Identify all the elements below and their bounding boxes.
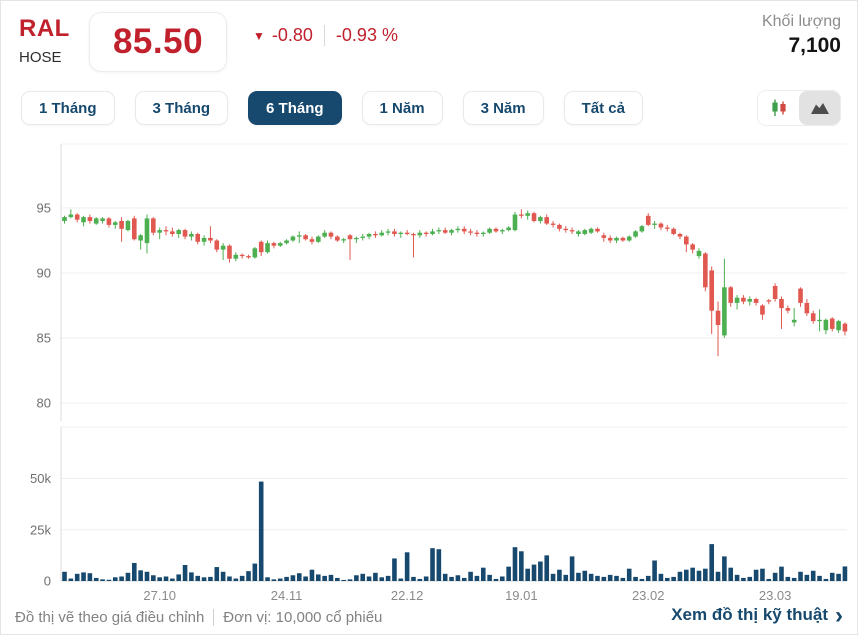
tab-6-thang[interactable]: 6 Tháng <box>248 91 342 125</box>
price-box: 85.50 <box>89 12 227 72</box>
candles <box>62 209 848 357</box>
technical-chart-link-label: Xem đồ thị kỹ thuật <box>671 605 828 624</box>
date-label: 19.01 <box>505 588 538 603</box>
volume-axis-label: 0 <box>44 574 51 589</box>
ticker-symbol: RAL <box>19 15 70 42</box>
price-axis-label: 80 <box>37 396 51 411</box>
date-label: 27.10 <box>143 588 176 603</box>
volume-value: 7,100 <box>788 34 841 57</box>
tab-3-thang[interactable]: 3 Tháng <box>134 91 229 125</box>
date-label: 22.12 <box>391 588 424 603</box>
period-tabs: 1 Tháng 3 Tháng 6 Tháng 1 Năm 3 Năm Tất … <box>21 91 643 125</box>
chart-canvas[interactable]: 95 90 85 80 50k 25k 0 27.10 24.11 22.12 19.01 23.02… <box>1 1 858 606</box>
chart-note-right: Đơn vị: 10,000 cổ phiếu <box>223 609 383 626</box>
tab-tat-ca[interactable]: Tất cả <box>563 91 643 125</box>
tab-1-thang[interactable]: 1 Tháng <box>21 91 115 125</box>
area-chart-icon <box>810 103 829 114</box>
volume-summary: Khối lượng 7,100 <box>762 13 841 58</box>
volume-axis-label: 50k <box>30 471 51 486</box>
exchange-label: HOSE <box>19 49 62 66</box>
chart-note-left: Đồ thị vẽ theo giá điều chỉnh <box>15 609 205 626</box>
candlestick-icon <box>771 99 786 116</box>
change-divider <box>323 25 325 46</box>
price-change-row: ▼ -0.80 -0.93 % <box>253 25 398 46</box>
chart-type-toggle <box>757 90 841 126</box>
area-view-button[interactable] <box>799 91 840 125</box>
price-axis-label: 85 <box>37 331 51 346</box>
chart-note: Đồ thị vẽ theo giá điều chỉnh Đơn vị: 10… <box>15 609 382 626</box>
chevron-right-icon: › <box>835 601 843 629</box>
date-label: 23.03 <box>759 588 792 603</box>
price-axis-label: 90 <box>37 266 51 281</box>
date-label: 23.02 <box>632 588 665 603</box>
date-label: 24.11 <box>271 588 303 603</box>
down-arrow-icon: ▼ <box>253 28 265 43</box>
price-axis-label: 95 <box>37 201 51 216</box>
volume-axis-label: 25k <box>30 522 51 537</box>
volume-label: Khối lượng <box>761 13 841 30</box>
price-change-percent: -0.93 % <box>335 25 398 45</box>
technical-chart-link[interactable]: Xem đồ thị kỹ thuật › <box>671 601 843 629</box>
tab-3-nam[interactable]: 3 Năm <box>462 91 544 125</box>
volume-bars <box>62 481 848 581</box>
current-price: 85.50 <box>112 22 204 61</box>
candlestick-view-button[interactable] <box>758 91 799 125</box>
price-change: -0.80 <box>271 25 313 45</box>
tab-1-nam[interactable]: 1 Năm <box>361 91 443 125</box>
note-divider <box>213 609 215 626</box>
